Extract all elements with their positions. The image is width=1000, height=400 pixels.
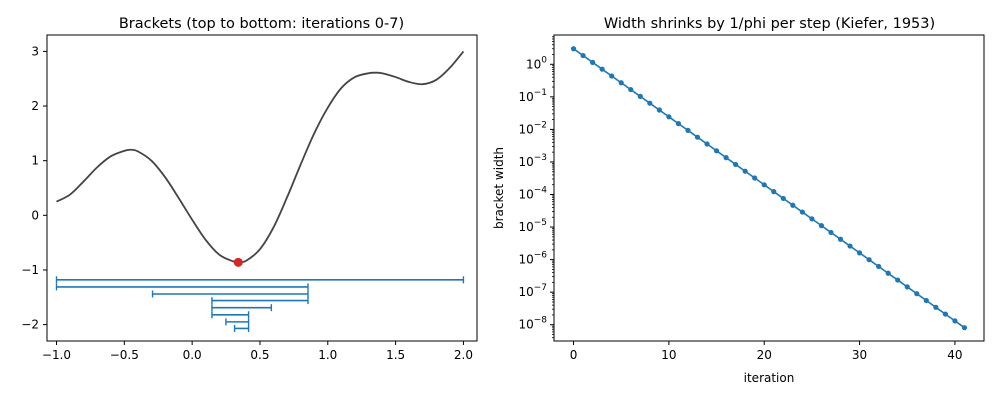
left-minimum-marker-group bbox=[233, 257, 243, 267]
width-data-point bbox=[952, 318, 958, 324]
right-x-tick-label: 30 bbox=[852, 348, 867, 362]
width-data-point bbox=[771, 189, 777, 195]
right-x-tick-label: 0 bbox=[570, 348, 578, 362]
right-x-axis-label: iteration bbox=[744, 371, 795, 385]
left-chart-panel: Brackets (top to bottom: iterations 0-7)… bbox=[21, 16, 478, 362]
width-data-point bbox=[866, 257, 872, 263]
width-data-point bbox=[713, 148, 720, 154]
left-chart-title: Brackets (top to bottom: iterations 0-7) bbox=[119, 16, 404, 32]
left-brackets-group bbox=[55, 276, 465, 332]
bracket-iteration-4 bbox=[211, 304, 273, 312]
width-data-point bbox=[780, 195, 786, 202]
left-x-tick-label: 0.5 bbox=[250, 348, 269, 362]
width-data-point bbox=[799, 209, 805, 215]
width-data-point bbox=[752, 175, 758, 181]
left-y-tick-label: 0 bbox=[31, 208, 39, 222]
right-x-tick-label: 10 bbox=[661, 348, 676, 362]
width-data-point bbox=[895, 277, 901, 283]
left-x-tick-label: 0.0 bbox=[183, 348, 202, 362]
width-data-point bbox=[761, 182, 767, 188]
left-y-tick-label: 3 bbox=[31, 44, 39, 58]
width-data-point bbox=[685, 127, 691, 134]
width-data-point bbox=[923, 297, 929, 304]
left-x-tick-label: 1.0 bbox=[318, 348, 337, 362]
left-x-tick-label: −0.5 bbox=[110, 348, 139, 362]
minimum-point-marker bbox=[233, 257, 243, 267]
width-data-point bbox=[666, 114, 672, 120]
left-x-tick-label: −1.0 bbox=[42, 348, 71, 362]
right-y-axis-label: bracket width bbox=[492, 147, 506, 229]
left-y-tick-label: −2 bbox=[21, 318, 39, 332]
bracket-iteration-6 bbox=[225, 318, 250, 326]
width-data-point bbox=[876, 263, 882, 270]
width-data-point bbox=[885, 270, 891, 276]
right-chart-panel: Width shrinks by 1/phi per step (Kiefer,… bbox=[492, 16, 985, 385]
width-data-point bbox=[618, 80, 624, 86]
width-data-point bbox=[809, 216, 815, 222]
width-data-point bbox=[933, 304, 939, 310]
width-data-point bbox=[942, 311, 948, 317]
bracket-iteration-5 bbox=[211, 311, 250, 319]
left-x-tick-label: 1.5 bbox=[386, 348, 405, 362]
bracket-iteration-0 bbox=[55, 276, 465, 284]
width-data-point bbox=[733, 161, 739, 168]
width-data-point bbox=[609, 73, 615, 79]
left-x-tick-label: 2.0 bbox=[454, 348, 473, 362]
left-function-curve-group bbox=[56, 50, 465, 264]
right-chart-title: Width shrinks by 1/phi per step (Kiefer,… bbox=[604, 16, 935, 32]
left-y-tick-label: 2 bbox=[31, 99, 39, 113]
width-data-point bbox=[856, 250, 863, 256]
right-series-group bbox=[570, 46, 968, 331]
left-y-tick-label: 1 bbox=[31, 154, 39, 168]
width-data-point bbox=[961, 325, 968, 331]
width-data-point bbox=[628, 86, 634, 93]
left-axis-ticks: −1.0 −0.5 0.0 0.5 1.0 1.5 2.0 −2 −1 0 1 2 3 bbox=[21, 44, 473, 362]
width-data-point bbox=[723, 155, 729, 161]
width-data-point bbox=[590, 59, 596, 65]
width-data-point bbox=[704, 141, 710, 147]
left-y-tick-label: −1 bbox=[21, 263, 39, 277]
width-data-point bbox=[828, 229, 834, 236]
width-data-point bbox=[580, 52, 586, 59]
width-data-point bbox=[637, 93, 643, 99]
width-data-point bbox=[847, 243, 853, 249]
width-data-point bbox=[818, 223, 825, 229]
width-data-point bbox=[656, 107, 662, 113]
bracket-iteration-7 bbox=[233, 324, 250, 332]
bracket-iteration-2 bbox=[151, 290, 309, 298]
width-data-point bbox=[790, 202, 796, 208]
width-data-point bbox=[914, 291, 920, 297]
right-x-tick-label: 20 bbox=[757, 348, 772, 362]
width-data-point bbox=[837, 236, 844, 242]
function-curve bbox=[56, 50, 465, 264]
width-data-point bbox=[675, 121, 682, 127]
width-data-point bbox=[599, 66, 605, 72]
bracket-iteration-1 bbox=[55, 283, 309, 291]
width-data-point bbox=[694, 134, 701, 140]
width-data-point bbox=[570, 46, 577, 52]
right-x-tick-label: 40 bbox=[947, 348, 962, 362]
width-data-point bbox=[904, 284, 910, 290]
left-axes-frame bbox=[46, 34, 478, 342]
right-axes-frame bbox=[553, 34, 985, 342]
width-data-point bbox=[742, 168, 748, 174]
width-data-point bbox=[647, 100, 653, 106]
bracket-iteration-3 bbox=[211, 297, 309, 305]
